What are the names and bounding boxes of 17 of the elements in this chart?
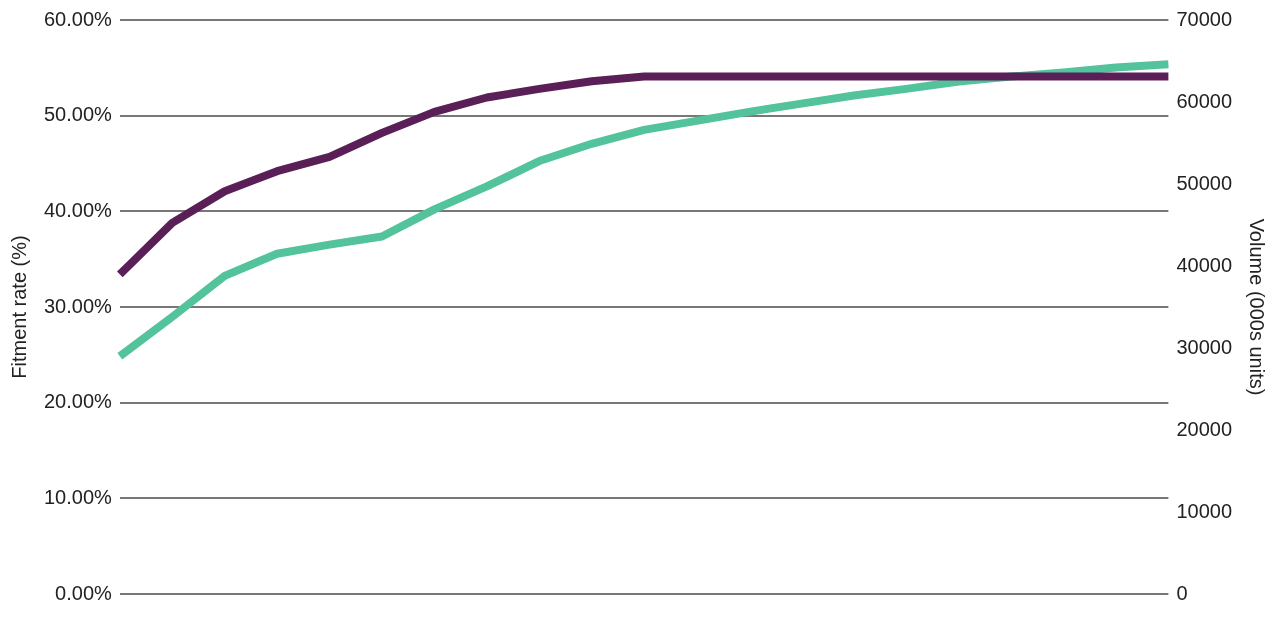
y-tick-label: 40.00%	[43, 198, 113, 221]
y2-tick-label: 60000	[1176, 89, 1233, 112]
y-tick-label: 60.00%	[43, 7, 113, 30]
y-tick-label: 10.00%	[43, 485, 113, 508]
y2-tick-label: 10000	[1176, 499, 1233, 522]
y2-tick-label: 40000	[1176, 253, 1233, 276]
y2-axis-title: Volume (000s units)	[1246, 218, 1269, 396]
y2-tick-label: 20000	[1176, 417, 1233, 440]
y-tick-label: 0.00%	[55, 581, 113, 604]
y-axis-title: Fitment rate (%)	[7, 235, 30, 379]
y-tick-label: 20.00%	[43, 390, 113, 413]
y2-tick-label: 0	[1176, 581, 1188, 604]
y2-tick-label: 70000	[1176, 7, 1233, 30]
y-tick-label: 30.00%	[43, 294, 113, 317]
y2-tick-label: 30000	[1176, 335, 1233, 358]
y-tick-label: 50.00%	[43, 103, 113, 126]
y2-tick-label: 50000	[1176, 171, 1233, 194]
